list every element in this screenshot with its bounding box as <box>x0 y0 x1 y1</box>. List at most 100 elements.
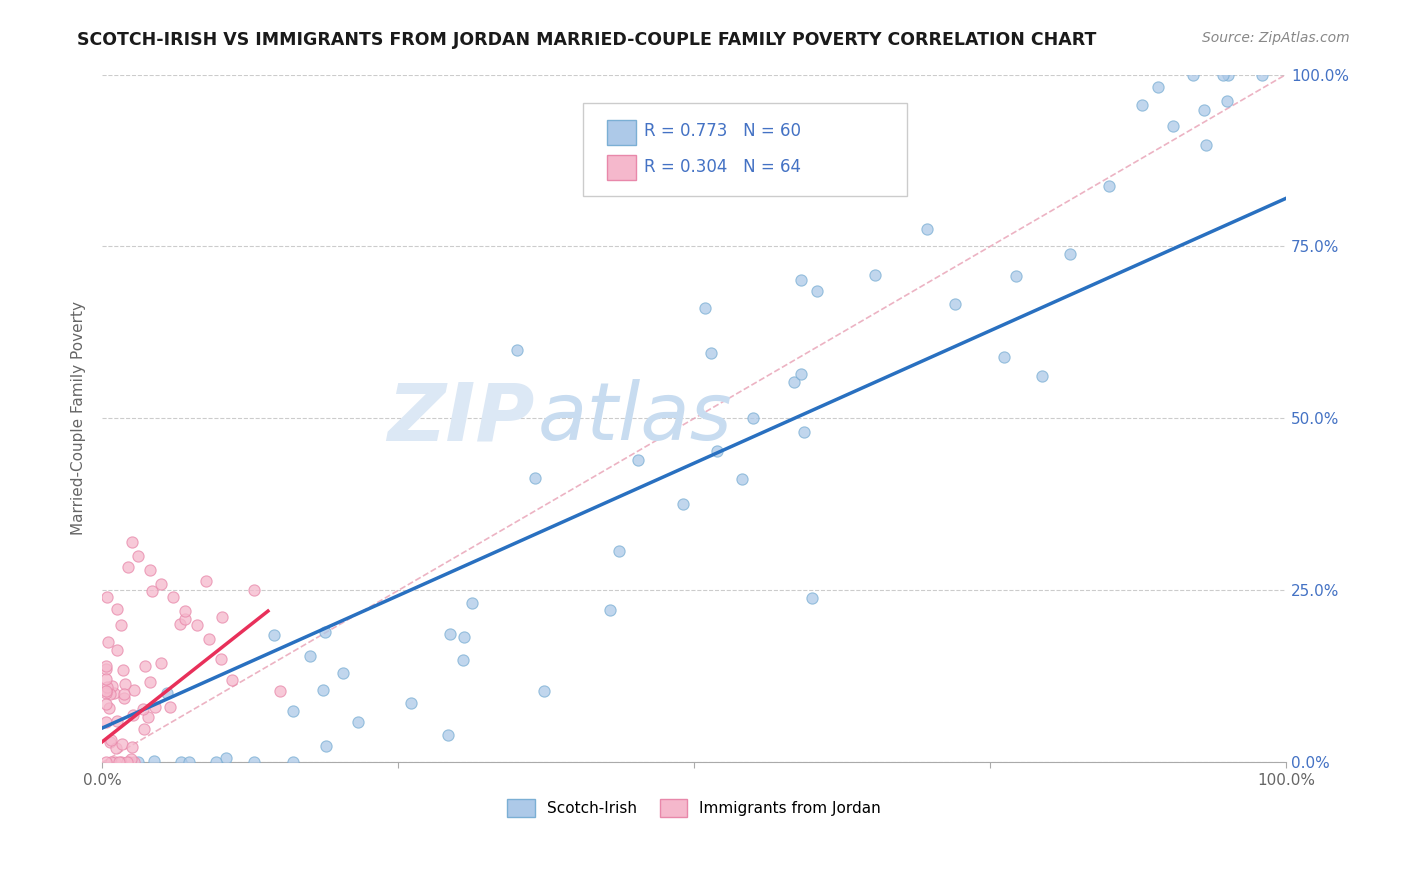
Point <box>672 497 695 511</box>
Point <box>706 444 728 458</box>
Point <box>174 604 197 618</box>
Point <box>104 756 127 770</box>
Point <box>94 714 117 729</box>
Point <box>96 680 118 694</box>
Point <box>1004 268 1026 283</box>
Point <box>1216 68 1239 82</box>
Point <box>1212 68 1234 82</box>
Point <box>103 686 125 700</box>
Text: Source: ZipAtlas.com: Source: ZipAtlas.com <box>1202 31 1350 45</box>
Point <box>790 273 813 287</box>
Point <box>105 602 128 616</box>
Point <box>127 755 149 769</box>
Point <box>915 221 938 235</box>
Point <box>121 739 143 754</box>
Point <box>1161 120 1184 134</box>
Point <box>263 628 285 642</box>
Point <box>100 735 122 749</box>
Point <box>347 714 370 729</box>
Point <box>105 714 128 728</box>
Point <box>700 346 723 360</box>
Point <box>139 674 162 689</box>
Point <box>1059 247 1081 261</box>
Point <box>101 680 124 694</box>
Point <box>177 756 200 770</box>
Point <box>112 686 135 700</box>
Point <box>110 737 132 751</box>
Text: atlas: atlas <box>538 379 733 458</box>
Point <box>211 609 233 624</box>
Point <box>783 375 806 389</box>
Point <box>134 658 156 673</box>
Point <box>312 683 335 698</box>
Point <box>1031 368 1053 383</box>
Point <box>315 739 337 753</box>
Point <box>122 707 145 722</box>
Point <box>204 756 226 770</box>
Point <box>136 710 159 724</box>
Point <box>453 630 475 644</box>
Point <box>1130 98 1153 112</box>
Point <box>104 740 127 755</box>
Legend: Scotch-Irish, Immigrants from Jordan: Scotch-Irish, Immigrants from Jordan <box>501 793 887 823</box>
Point <box>100 756 122 770</box>
Point <box>122 683 145 698</box>
Point <box>110 756 132 770</box>
Point <box>94 756 117 770</box>
Point <box>1147 79 1170 94</box>
Point <box>122 756 145 770</box>
Point <box>94 662 117 676</box>
Point <box>283 756 305 770</box>
Point <box>314 624 336 639</box>
Point <box>94 684 117 698</box>
Point <box>169 616 191 631</box>
Point <box>94 672 117 686</box>
Point <box>127 549 149 563</box>
Point <box>197 632 219 646</box>
Point <box>112 691 135 706</box>
Point <box>298 649 321 664</box>
Point <box>150 656 173 670</box>
Point <box>533 683 555 698</box>
Point <box>243 582 266 597</box>
Point <box>94 659 117 673</box>
Point <box>523 470 546 484</box>
Point <box>889 165 911 179</box>
Text: R = 0.773   N = 60: R = 0.773 N = 60 <box>644 122 801 140</box>
Point <box>793 425 815 439</box>
Point <box>142 754 165 768</box>
Point <box>170 756 193 770</box>
Point <box>209 652 232 666</box>
Point <box>1195 138 1218 153</box>
Point <box>283 704 305 718</box>
Point <box>1192 103 1215 117</box>
Point <box>159 699 181 714</box>
Point <box>121 535 143 549</box>
Point <box>243 756 266 770</box>
Point <box>437 728 460 742</box>
Point <box>162 591 184 605</box>
Point <box>111 663 134 677</box>
Point <box>453 653 475 667</box>
Point <box>221 673 243 687</box>
Point <box>97 701 120 715</box>
Point <box>174 612 197 626</box>
Point <box>118 756 141 770</box>
Point <box>1097 178 1119 193</box>
Point <box>96 591 118 605</box>
Point <box>789 367 811 381</box>
Point <box>806 284 828 298</box>
Point <box>731 472 754 486</box>
Text: SCOTCH-IRISH VS IMMIGRANTS FROM JORDAN MARRIED-COUPLE FAMILY POVERTY CORRELATION: SCOTCH-IRISH VS IMMIGRANTS FROM JORDAN M… <box>77 31 1097 49</box>
Point <box>141 583 163 598</box>
Point <box>186 618 208 632</box>
Point <box>693 301 716 315</box>
Point <box>134 723 156 737</box>
Point <box>1216 94 1239 108</box>
Point <box>505 343 527 357</box>
Point <box>98 687 121 701</box>
Point <box>143 699 166 714</box>
Point <box>800 591 823 606</box>
Point <box>943 297 966 311</box>
Point <box>863 268 886 283</box>
